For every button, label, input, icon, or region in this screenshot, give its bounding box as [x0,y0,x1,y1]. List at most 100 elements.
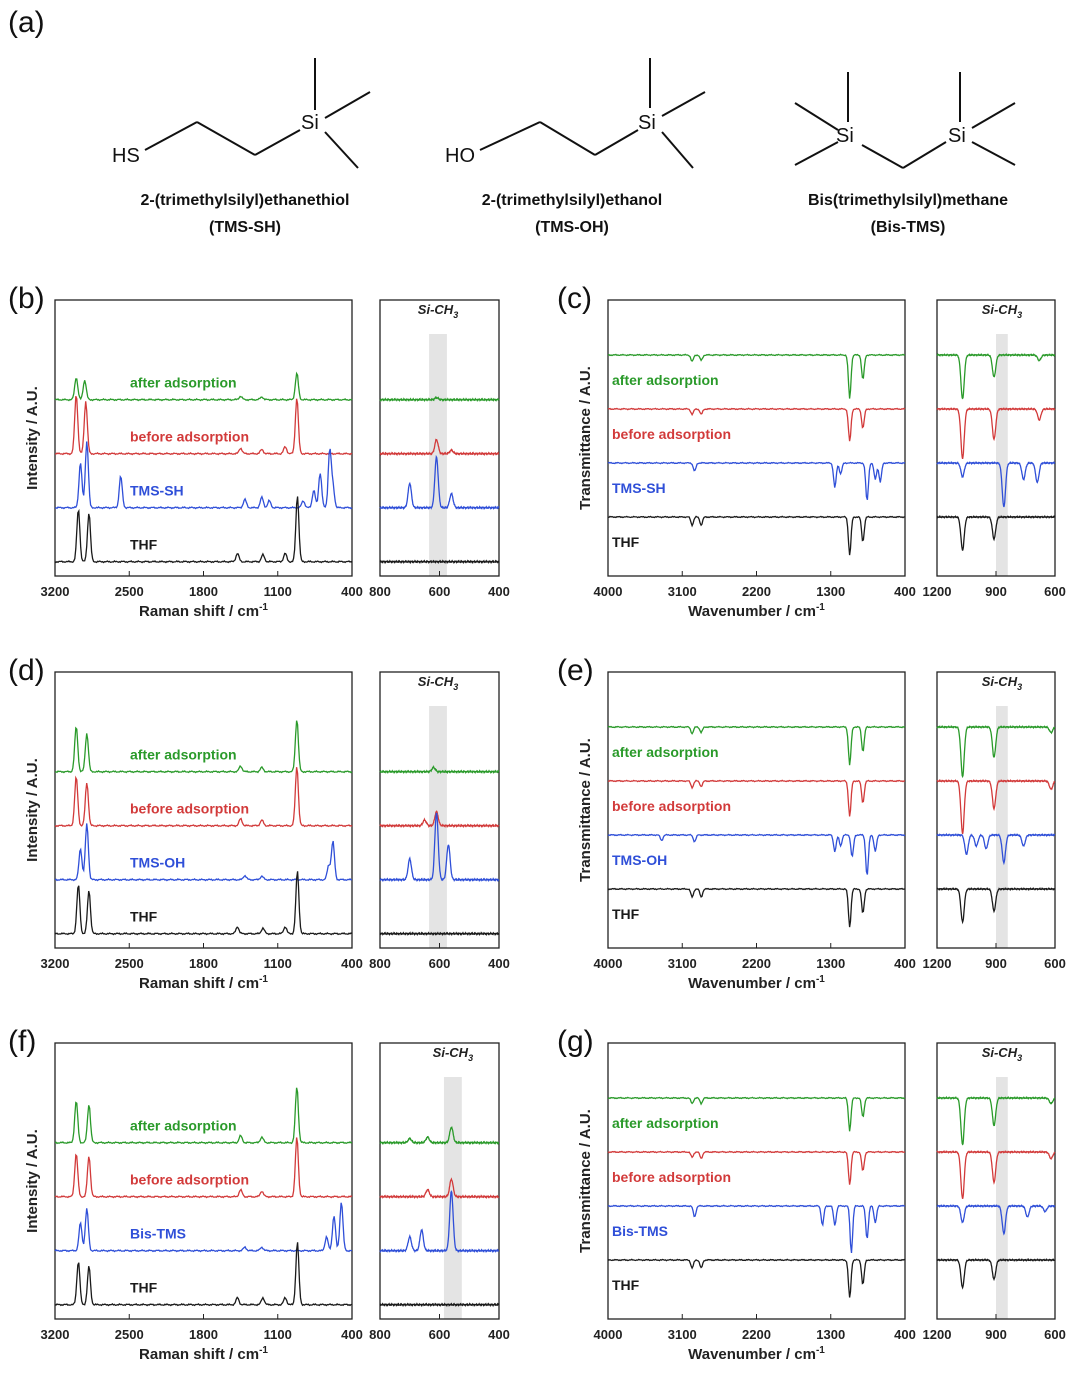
main-tick-label: 400 [341,956,363,971]
inset-line-before-adsorption [379,438,500,457]
y-axis-label: Transmittance / A.U. [577,1109,594,1253]
series-line-before-adsorption [607,779,906,817]
inset-line-before-adsorption [379,810,500,829]
si-ch3-band [443,1077,462,1319]
y-axis-label: Transmittance / A.U. [577,366,594,510]
series-label-after-adsorption: after adsorption [612,372,719,388]
y-axis-label: Transmittance / A.U. [577,738,594,882]
series-label-thf: THF [612,906,640,922]
atom-hs: HS [112,145,140,167]
main-tick-label: 1100 [264,584,292,599]
main-tick-label: 1300 [816,956,845,971]
inset-tick-label: 400 [488,956,510,971]
atom-si-right: Si [948,125,966,147]
inset-label-si-ch3: Si-CH3 [418,674,458,692]
series-label-before-adsorption: before adsorption [612,1169,731,1185]
main-tick-label: 1100 [264,1327,292,1342]
series-line-tms-oh [54,823,353,882]
main-tick-label: 3100 [668,956,697,971]
main-tick-label: 3200 [41,1327,70,1342]
panel-g: (g) Transmittance / A.U. Wavenumber / cm-1… [557,1025,1066,1363]
inset-line-after-adsorption [936,724,1056,779]
molecule-abbr-bis-tms: (Bis-TMS) [871,219,946,236]
inset-line-thf [936,887,1055,925]
series-label-after-adsorption: after adsorption [612,1115,719,1131]
inset-label-si-ch3: Si-CH3 [982,302,1022,320]
inset-line-thf [936,514,1056,551]
series-line-thf [54,496,353,564]
inset-line-before-adsorption [936,1150,1056,1199]
inset-tick-label: 800 [369,956,391,971]
panel-label-a: (a) [8,6,45,39]
inset-line-thf [379,559,500,565]
main-tick-label: 2200 [742,956,771,971]
series-line-tms-oh [607,833,906,875]
series-label-after-adsorption: after adsorption [130,1118,237,1134]
inset-tick-label: 400 [488,584,510,599]
x-axis-label: Raman shift / cm-1 [139,974,268,992]
panel-f: (f) Intensity / A.U. Raman shift / cm-1 320… [8,1025,510,1363]
series-line-after-adsorption [54,1087,353,1145]
series-line-after-adsorption [607,1096,906,1132]
series-line-bis-tms [54,1202,353,1253]
main-tick-label: 400 [894,956,916,971]
inset-line-bis-tms [379,1190,499,1254]
inset-line-before-adsorption [936,406,1056,460]
series-label-tms-oh: TMS-OH [130,855,185,871]
inset-line-thf [379,931,500,937]
series-line-thf [607,1258,906,1298]
series-label-after-adsorption: after adsorption [130,747,237,763]
series-line-thf [54,871,353,936]
series-label-tms-sh: TMS-SH [130,483,184,499]
inset-line-after-adsorption [379,1125,500,1146]
series-line-tms-sh [607,461,906,500]
main-tick-label: 3200 [41,956,70,971]
main-tick-label: 400 [894,584,916,599]
series-label-thf: THF [130,909,158,925]
molecule-name-bis-tms: Bis(trimethylsilyl)methane [808,192,1008,209]
inset-line-tms-oh [936,832,1056,866]
main-tick-label: 400 [894,1327,916,1342]
x-axis-label: Raman shift / cm-1 [139,1345,268,1363]
series-label-before-adsorption: before adsorption [612,798,731,814]
inset-tick-label: 600 [1044,956,1066,971]
y-axis-label: Intensity / A.U. [24,386,41,490]
panel-label-e: (e) [557,654,594,687]
series-line-thf [607,887,906,928]
main-tick-label: 2500 [115,584,144,599]
main-tick-label: 1800 [189,956,218,971]
series-label-before-adsorption: before adsorption [130,1172,249,1188]
series-line-before-adsorption [54,1137,353,1199]
main-tick-label: 1300 [816,1327,845,1342]
panel-label-g: (g) [557,1025,594,1058]
main-tick-label: 1300 [816,584,845,599]
si-ch3-band [996,1077,1008,1319]
series-line-thf [607,515,906,556]
inset-frame [379,1042,500,1320]
main-tick-label: 2500 [115,1327,144,1342]
inset-line-before-adsorption [379,1177,500,1200]
main-tick-label: 400 [341,1327,363,1342]
inset-line-after-adsorption [936,1095,1056,1146]
main-tick-label: 4000 [594,956,623,971]
series-label-tms-sh: TMS-SH [612,480,666,496]
series-line-after-adsorption [607,353,906,399]
molecule-name-tms-oh: 2-(trimethylsilyl)ethanol [482,192,662,209]
series-label-thf: THF [612,1277,640,1293]
main-tick-label: 4000 [594,584,623,599]
molecule-bis-tms [794,72,1016,169]
si-ch3-band [429,334,447,576]
inset-tick-label: 900 [985,956,1007,971]
molecule-tms-oh [479,58,706,169]
atom-si: Si [638,112,656,134]
series-line-before-adsorption [54,767,353,828]
series-line-after-adsorption [607,725,906,766]
panel-label-d: (d) [8,654,45,687]
x-axis-label: Wavenumber / cm-1 [688,974,825,992]
inset-tick-label: 900 [985,1327,1007,1342]
inset-line-tms-sh [936,461,1056,508]
panel-label-c: (c) [557,282,592,315]
main-tick-label: 400 [341,584,363,599]
main-tick-label: 2500 [115,956,144,971]
si-ch3-band [996,706,1008,948]
